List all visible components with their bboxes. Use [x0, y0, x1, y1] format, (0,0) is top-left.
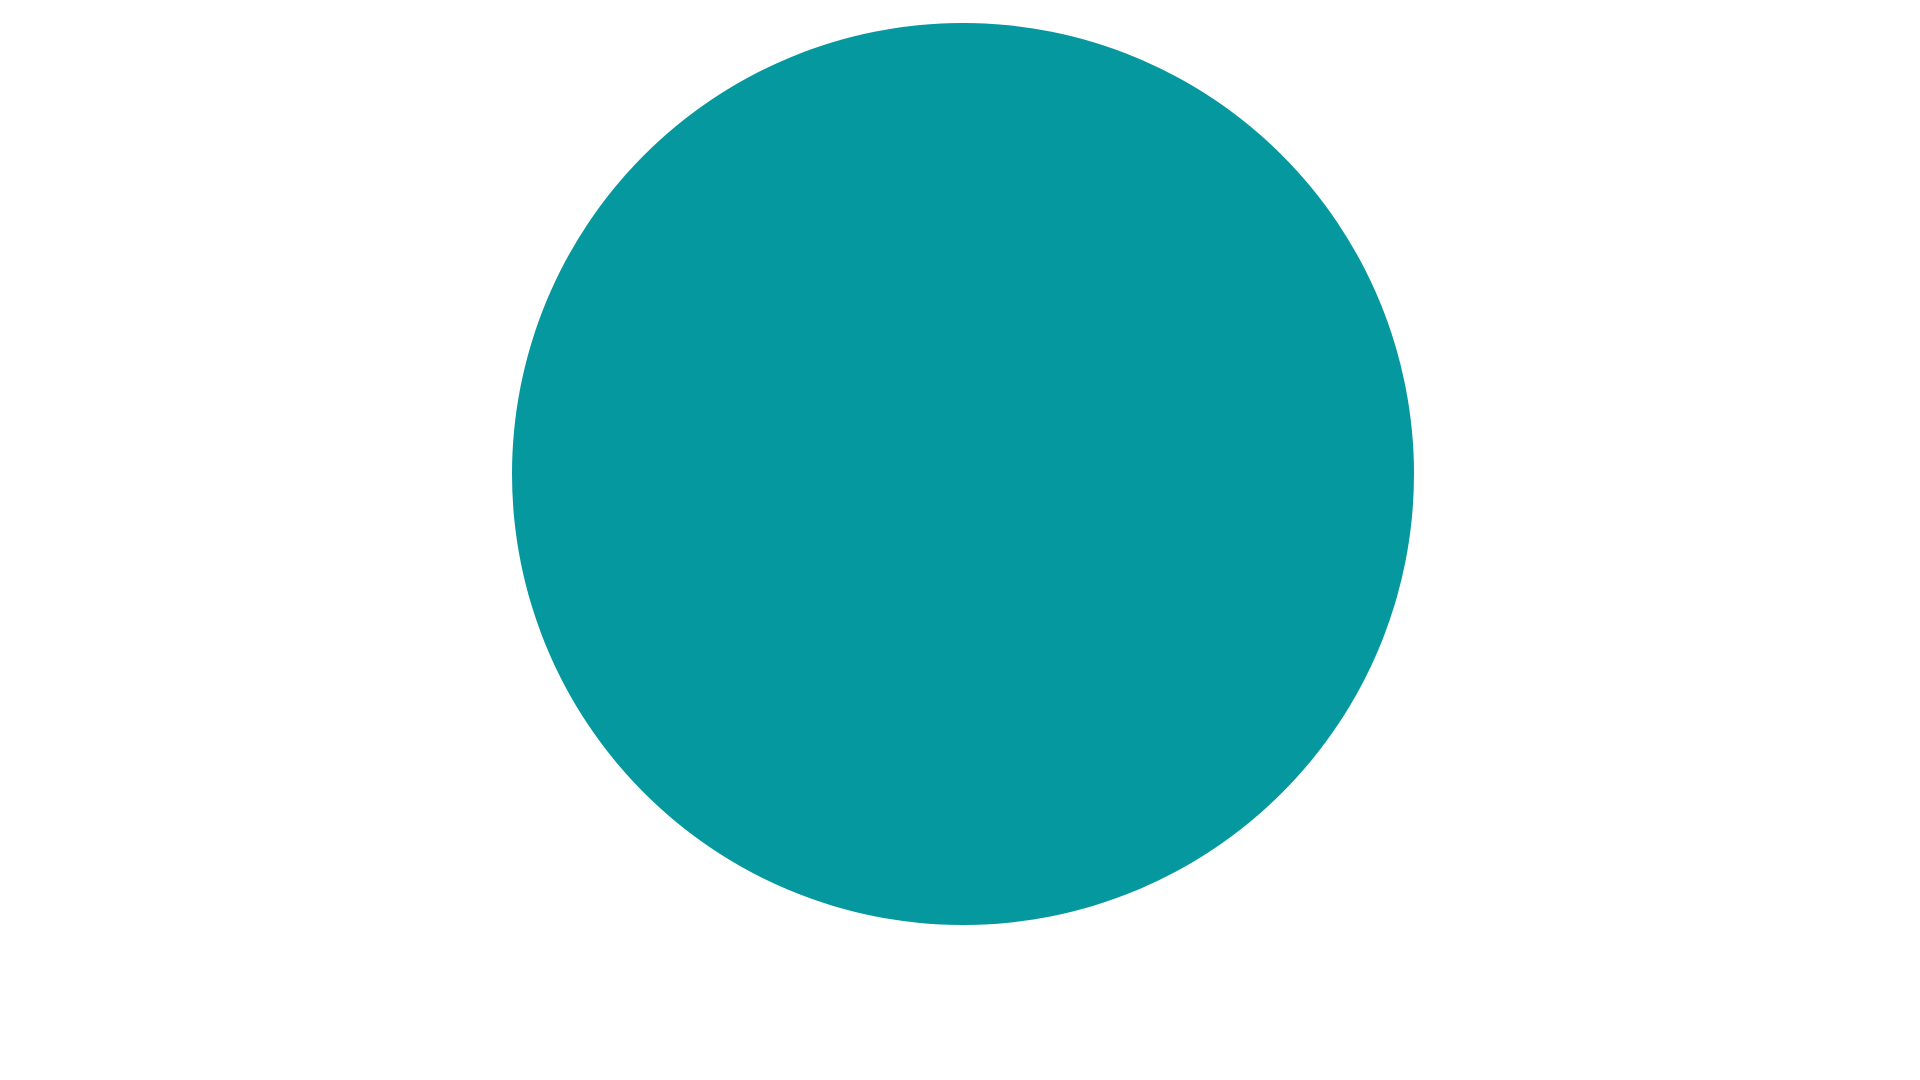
pie-slice: [512, 23, 1414, 925]
pie-slices: [512, 23, 1414, 925]
